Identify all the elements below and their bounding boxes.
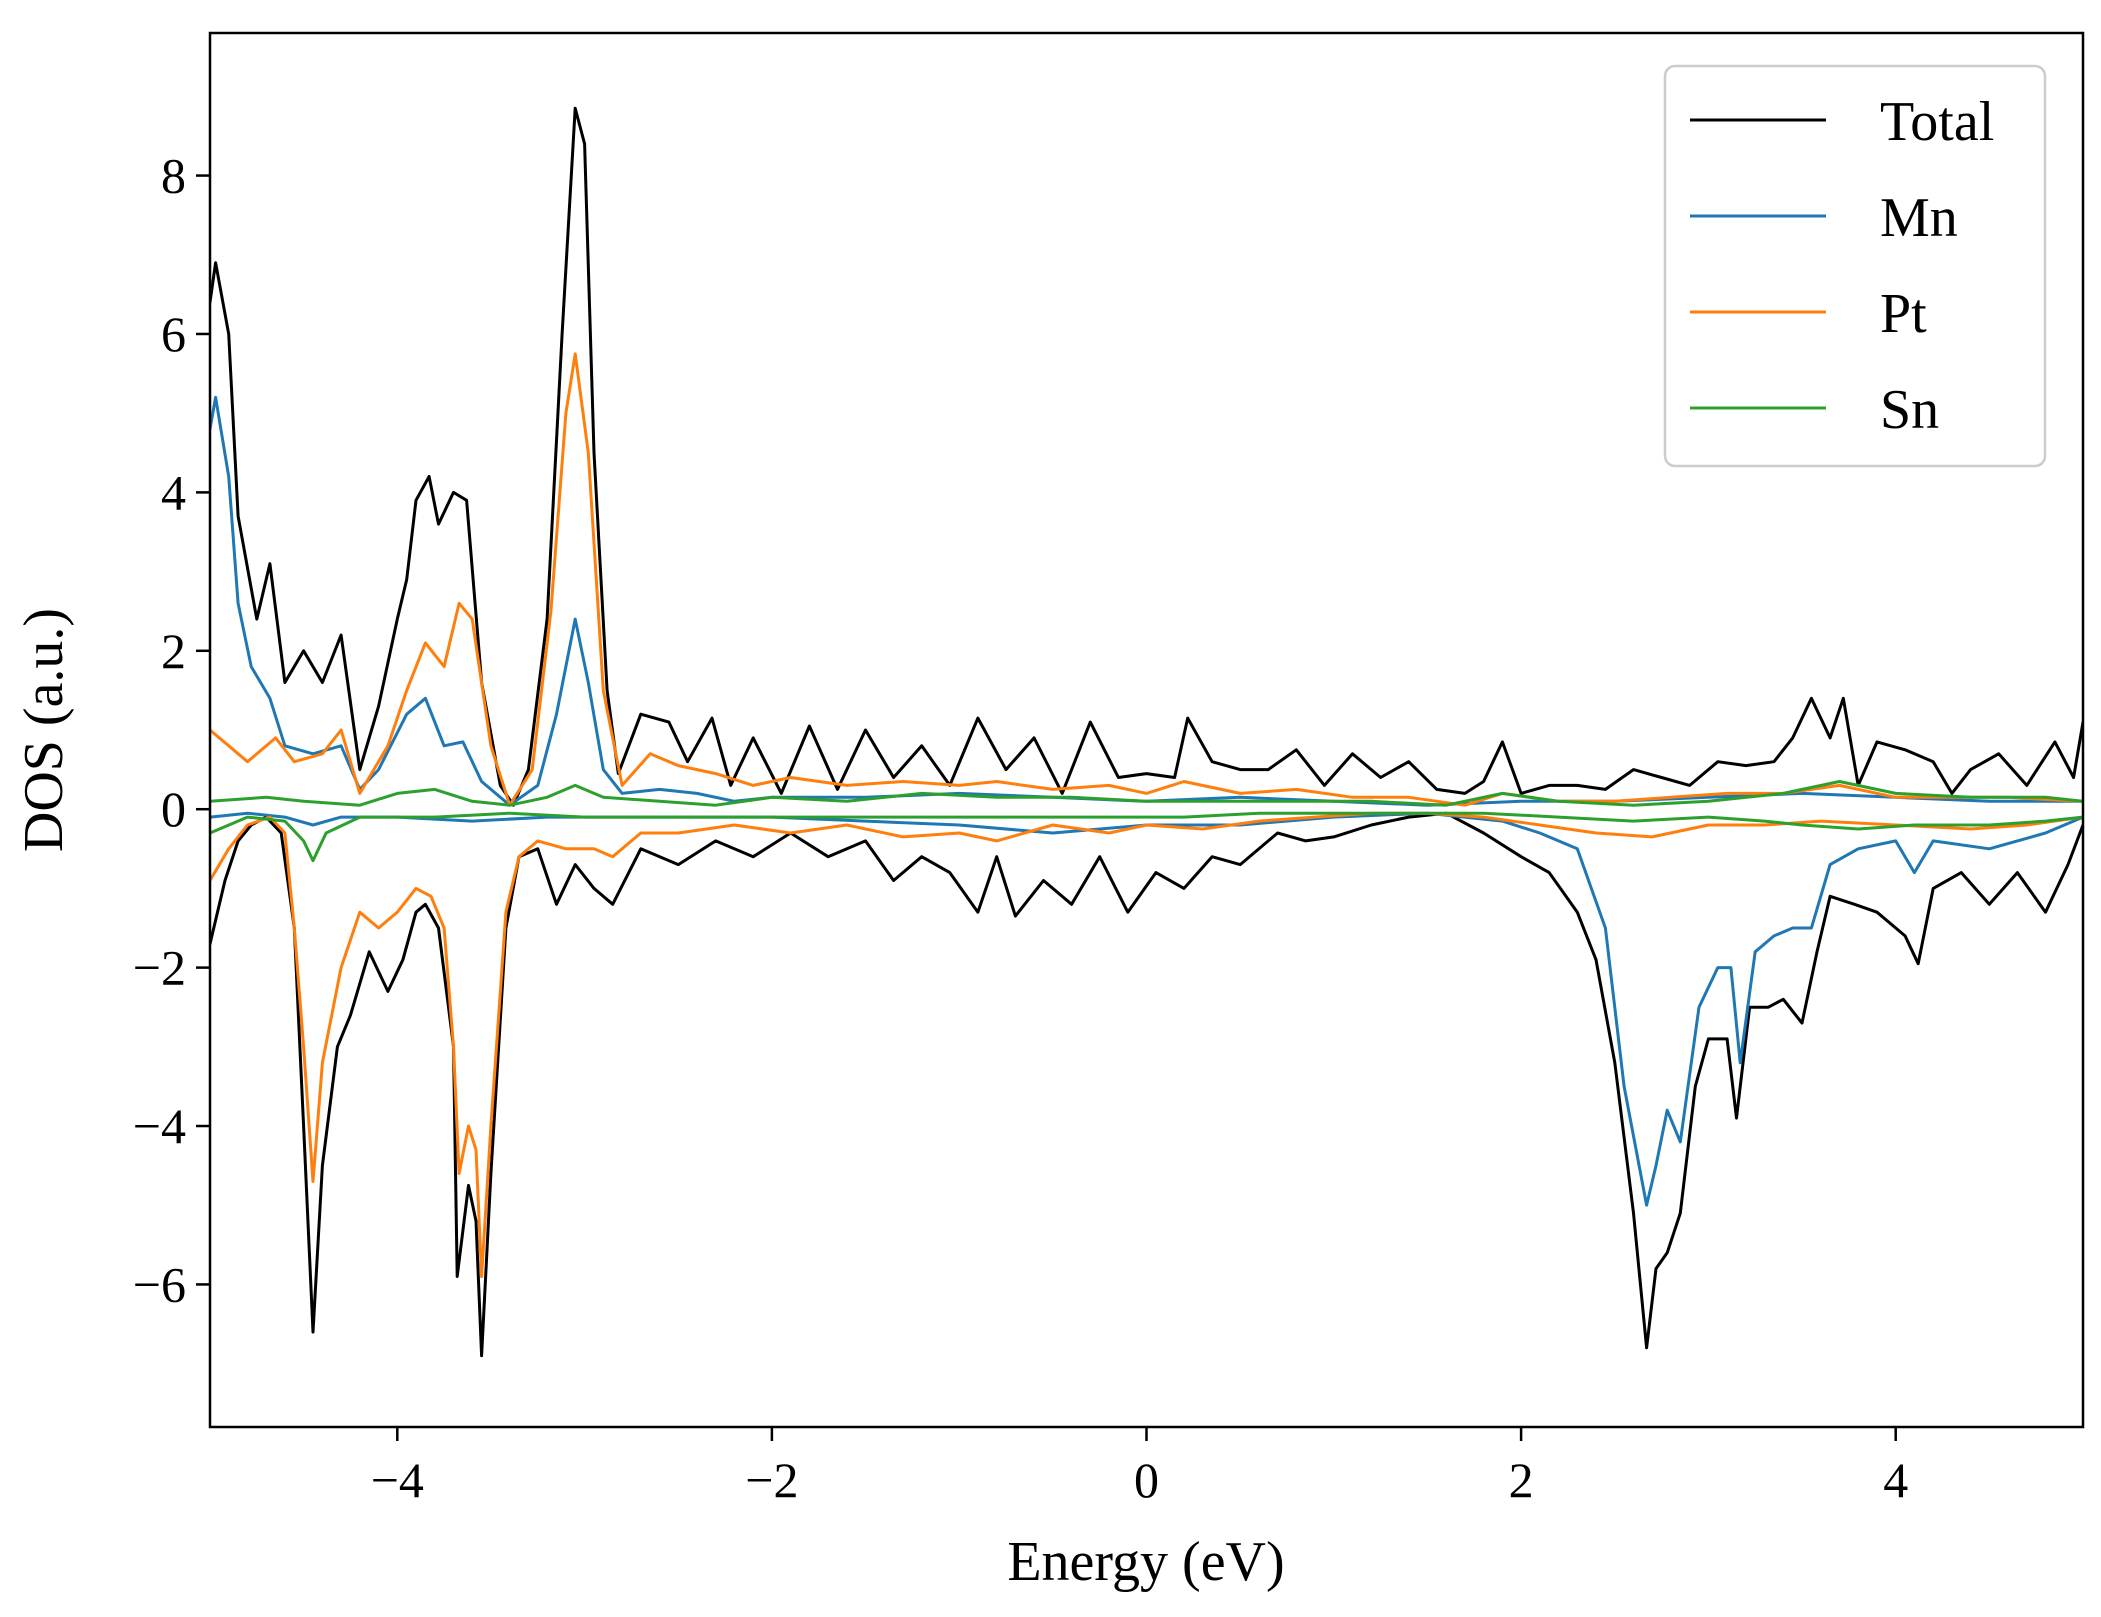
x-tick-label: 2 bbox=[1509, 1452, 1534, 1508]
y-tick-label: 2 bbox=[161, 623, 186, 679]
series-sn-down-line bbox=[210, 811, 2083, 863]
legend-box bbox=[1663, 64, 2047, 468]
series-layer bbox=[210, 106, 2083, 1358]
y-tick-label: 6 bbox=[161, 306, 186, 362]
x-axis-title: Energy (eV) bbox=[1007, 1531, 1284, 1593]
series-total-up-line bbox=[210, 106, 2083, 807]
y-tick-label: 4 bbox=[161, 464, 186, 520]
x-tick-label: 0 bbox=[1134, 1452, 1159, 1508]
y-tick-label: −6 bbox=[133, 1256, 186, 1312]
x-tick-label: −2 bbox=[745, 1452, 798, 1508]
series-pt-down-line bbox=[210, 811, 2083, 1278]
series-mn-down-line bbox=[210, 811, 2083, 1207]
y-tick-label: −4 bbox=[133, 1098, 186, 1154]
series-sn-up-line bbox=[210, 780, 2083, 807]
y-axis: −6 −4 −2 0 2 4 6 8 bbox=[133, 148, 210, 1312]
legend-label-pt: Pt bbox=[1880, 283, 1927, 345]
legend: Total Mn Pt Sn bbox=[1663, 64, 2047, 468]
x-axis: −4 −2 0 2 4 bbox=[371, 1427, 1908, 1508]
legend-label-sn: Sn bbox=[1880, 379, 1939, 441]
legend-label-total: Total bbox=[1880, 91, 1994, 153]
x-tick-label: −4 bbox=[371, 1452, 424, 1508]
y-tick-label: 8 bbox=[161, 148, 186, 204]
x-tick-label: 4 bbox=[1883, 1452, 1908, 1508]
y-tick-label: 0 bbox=[161, 781, 186, 837]
legend-label-mn: Mn bbox=[1880, 187, 1958, 249]
y-tick-label: −2 bbox=[133, 940, 186, 996]
y-axis-title: DOS (a.u.) bbox=[13, 608, 75, 852]
series-total-down-line bbox=[210, 811, 2083, 1358]
